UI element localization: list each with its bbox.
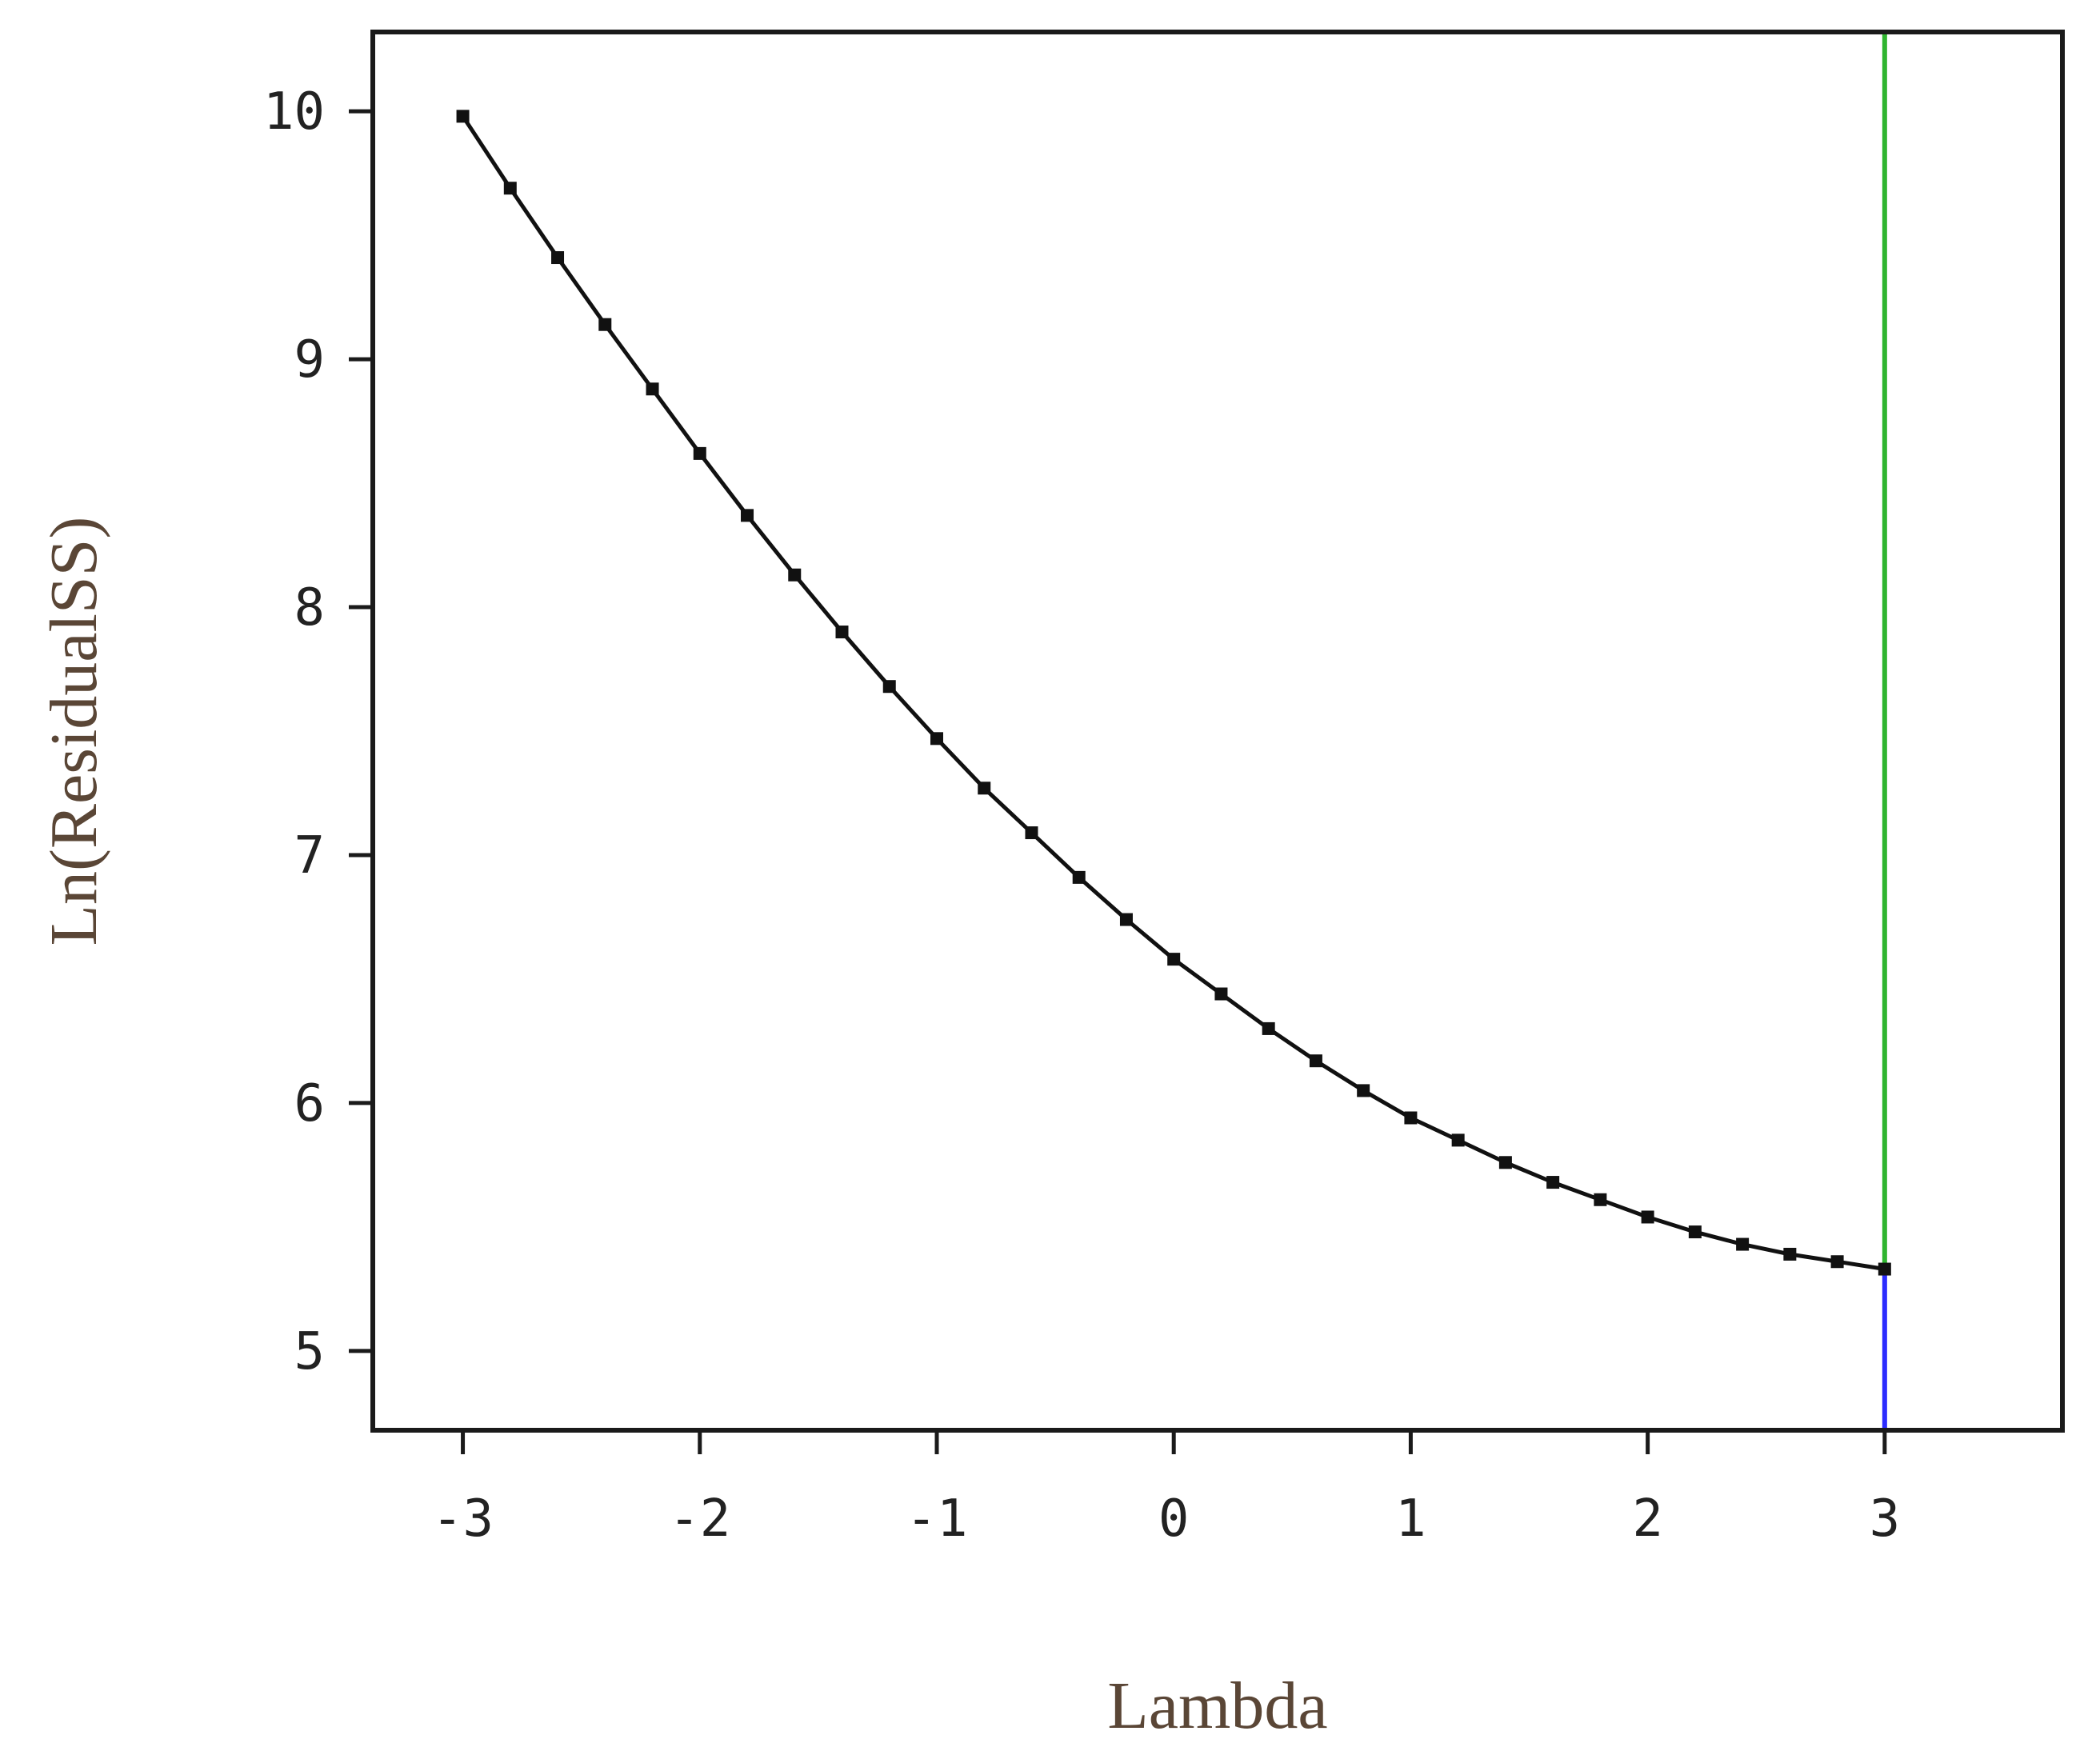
x-tick-label: 2 [1632,1489,1663,1549]
series-layer [456,110,1891,1276]
data-point [693,446,706,460]
data-point [598,318,612,331]
data-point [978,782,991,795]
x-tick-label: 0 [1158,1489,1190,1549]
data-point [1404,1111,1418,1125]
data-point [835,626,849,639]
data-point [503,182,517,195]
data-point [1262,1021,1275,1035]
y-tick-label: 6 [294,1074,325,1133]
y-tick-label: 8 [294,578,325,638]
data-point [1119,913,1133,926]
x-tick-label: -1 [906,1489,967,1549]
data-point [456,110,470,123]
data-point [1688,1225,1702,1239]
data-point [1309,1054,1322,1068]
x-tick-label: 1 [1395,1489,1426,1549]
data-point [1783,1247,1797,1261]
data-point [788,568,802,582]
data-point [646,382,659,396]
data-point [1167,953,1181,966]
x-tick-label: -3 [432,1489,494,1549]
data-point [1736,1237,1750,1251]
data-point [1498,1156,1512,1169]
y-tick-label: 5 [294,1322,325,1381]
y-tick-label: 7 [294,826,325,885]
data-point [1025,826,1038,840]
data-point [1641,1210,1654,1224]
y-axis: 5 6 7 8 9 10 [263,82,373,1381]
y-tick-label: 10 [263,82,325,142]
data-point [1546,1176,1560,1189]
data-point [1451,1133,1465,1147]
data-point [1357,1084,1370,1097]
data-point [741,509,754,522]
x-axis-title: Lambda [1107,1669,1327,1743]
data-point [551,251,565,265]
data-point [1594,1193,1607,1206]
data-point [930,732,943,746]
x-axis: -3 -2 -1 0 1 2 3 [432,1430,1900,1549]
data-point [1830,1255,1844,1269]
y-axis-title: Ln(ResidualSS) [37,517,111,946]
data-point [1072,870,1086,884]
plot-frame [370,30,2065,1433]
data-point [1214,987,1228,1001]
x-tick-label: -2 [669,1489,730,1549]
x-tick-label: 3 [1870,1489,1901,1549]
data-point [882,680,896,694]
y-tick-label: 9 [294,330,325,390]
data-point [1878,1262,1891,1276]
